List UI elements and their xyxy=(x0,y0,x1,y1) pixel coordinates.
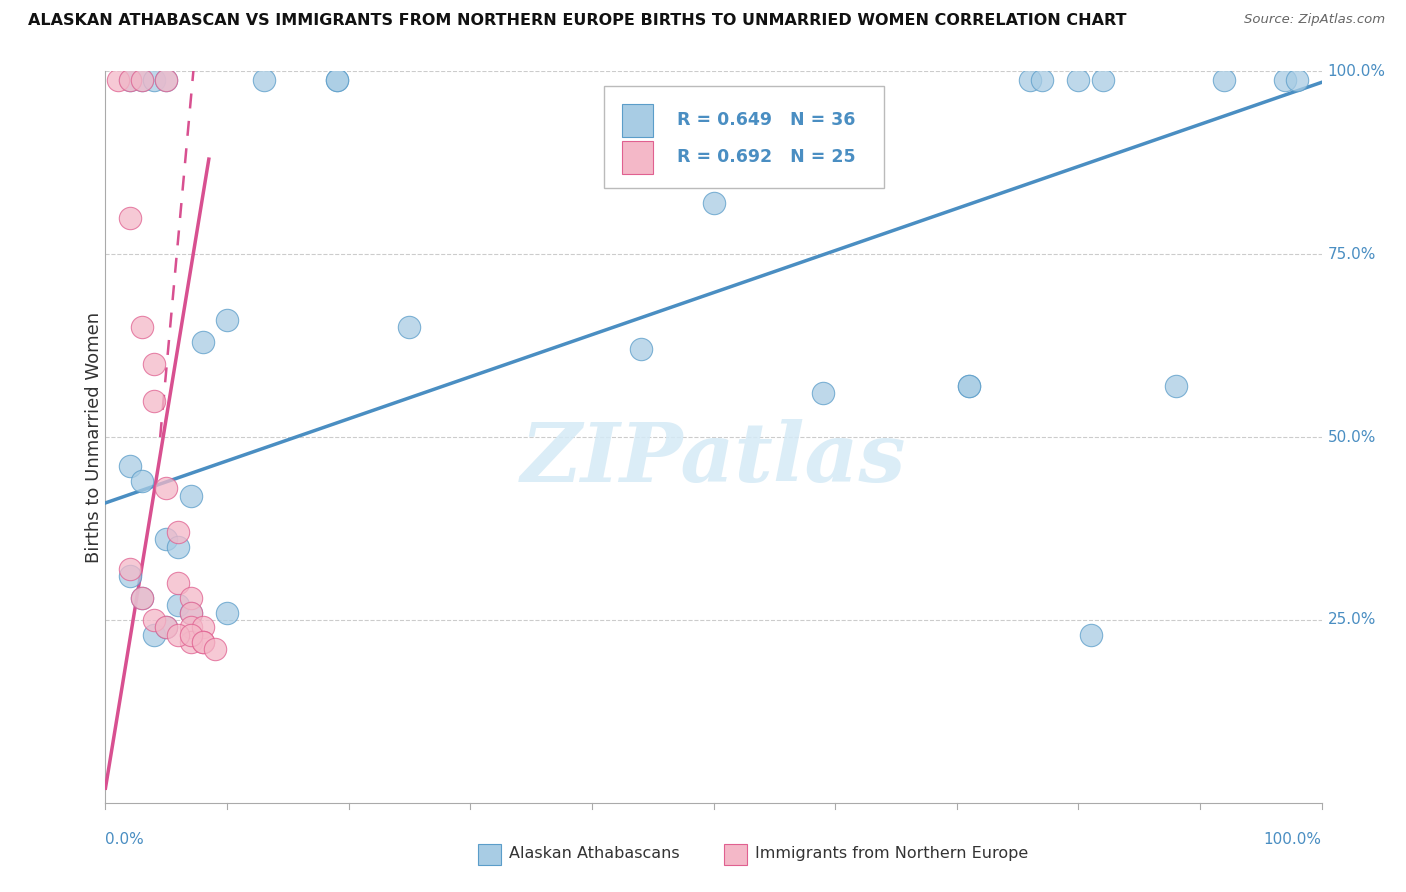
Text: R = 0.692   N = 25: R = 0.692 N = 25 xyxy=(678,148,856,166)
Point xyxy=(131,320,153,334)
Point xyxy=(217,313,239,327)
Point xyxy=(1018,73,1040,87)
Point xyxy=(107,73,129,87)
Point xyxy=(325,73,347,87)
Point xyxy=(143,627,166,641)
Point xyxy=(167,540,190,554)
Point xyxy=(118,569,141,583)
Point xyxy=(1286,73,1309,87)
Point xyxy=(180,620,202,634)
Point xyxy=(217,606,239,620)
Text: 75.0%: 75.0% xyxy=(1327,247,1376,261)
Text: Alaskan Athabascans: Alaskan Athabascans xyxy=(509,847,679,861)
Point xyxy=(143,73,166,87)
Point xyxy=(957,379,980,393)
Point xyxy=(167,627,190,641)
Bar xyxy=(623,141,652,174)
Text: Immigrants from Northern Europe: Immigrants from Northern Europe xyxy=(755,847,1028,861)
Point xyxy=(1164,379,1187,393)
Point xyxy=(118,73,141,87)
Point xyxy=(811,386,834,401)
Point xyxy=(155,620,177,634)
Point xyxy=(118,73,141,87)
Point xyxy=(1213,73,1236,87)
Point xyxy=(167,576,190,591)
Point xyxy=(155,73,177,87)
Text: R = 0.649   N = 36: R = 0.649 N = 36 xyxy=(678,112,855,129)
Y-axis label: Births to Unmarried Women: Births to Unmarried Women xyxy=(86,311,103,563)
Text: 100.0%: 100.0% xyxy=(1327,64,1386,78)
Point xyxy=(1091,73,1114,87)
Point xyxy=(191,334,214,349)
Point xyxy=(143,613,166,627)
Text: 0.0%: 0.0% xyxy=(105,832,145,847)
Text: ALASKAN ATHABASCAN VS IMMIGRANTS FROM NORTHERN EUROPE BIRTHS TO UNMARRIED WOMEN : ALASKAN ATHABASCAN VS IMMIGRANTS FROM NO… xyxy=(28,13,1126,29)
Point xyxy=(118,459,141,474)
Point xyxy=(957,379,980,393)
Point xyxy=(118,562,141,576)
Point xyxy=(180,606,202,620)
FancyBboxPatch shape xyxy=(605,86,884,188)
Point xyxy=(131,73,153,87)
Point xyxy=(131,73,153,87)
Point xyxy=(131,474,153,488)
Point xyxy=(118,211,141,225)
Point xyxy=(155,481,177,495)
Point xyxy=(155,533,177,547)
Point xyxy=(155,73,177,87)
Text: ZIPatlas: ZIPatlas xyxy=(520,419,907,499)
Text: 25.0%: 25.0% xyxy=(1327,613,1376,627)
Text: 50.0%: 50.0% xyxy=(1327,430,1376,444)
Point xyxy=(131,591,153,605)
Point xyxy=(180,489,202,503)
Point xyxy=(325,73,347,87)
Point xyxy=(252,73,274,87)
Point xyxy=(131,591,153,605)
Point xyxy=(1274,73,1296,87)
Point xyxy=(167,525,190,540)
Point xyxy=(204,642,226,657)
Bar xyxy=(623,104,652,137)
Point xyxy=(1067,73,1090,87)
Point xyxy=(630,343,652,357)
Point xyxy=(1080,627,1102,641)
Point xyxy=(180,627,202,641)
Text: 100.0%: 100.0% xyxy=(1264,832,1322,847)
Point xyxy=(143,393,166,408)
Text: Source: ZipAtlas.com: Source: ZipAtlas.com xyxy=(1244,13,1385,27)
Point xyxy=(167,599,190,613)
Point xyxy=(180,635,202,649)
Point xyxy=(191,620,214,634)
Point xyxy=(180,591,202,605)
Point xyxy=(191,635,214,649)
Point xyxy=(398,320,420,334)
Point xyxy=(155,620,177,634)
Point xyxy=(191,635,214,649)
Point xyxy=(702,196,725,211)
Point xyxy=(143,357,166,371)
Point xyxy=(1031,73,1053,87)
Point xyxy=(180,606,202,620)
